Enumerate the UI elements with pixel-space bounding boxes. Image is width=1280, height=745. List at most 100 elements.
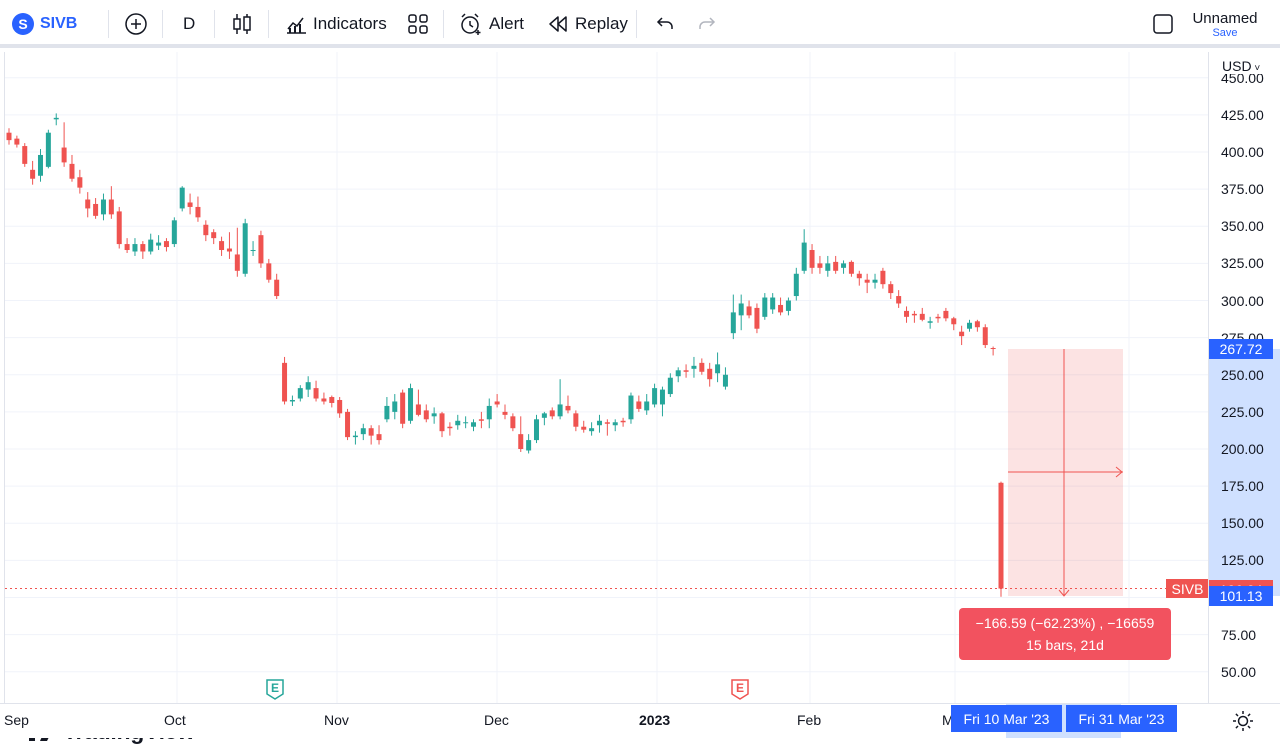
candle[interactable] bbox=[817, 255, 823, 274]
chart-type-button[interactable] bbox=[231, 0, 253, 48]
candle[interactable] bbox=[943, 307, 949, 322]
price-axis[interactable]: 450.00 425.00 400.00 375.00 350.00 325.00 300.… bbox=[1208, 52, 1280, 703]
candle[interactable] bbox=[313, 380, 319, 402]
candle[interactable] bbox=[100, 193, 106, 221]
candle[interactable] bbox=[148, 233, 154, 255]
candle[interactable] bbox=[297, 385, 303, 402]
indicators-button[interactable]: Indicators bbox=[285, 0, 387, 48]
candle[interactable] bbox=[478, 411, 484, 429]
candle[interactable] bbox=[620, 417, 626, 427]
candle[interactable] bbox=[864, 273, 870, 294]
candle[interactable] bbox=[699, 358, 705, 375]
candle[interactable] bbox=[951, 316, 957, 331]
chart-pane[interactable]: −166.59 (−62.23%) , −16659 15 bars, 21d … bbox=[4, 52, 1209, 744]
candle[interactable] bbox=[872, 273, 878, 289]
earnings-marker[interactable]: E bbox=[730, 678, 750, 700]
candle[interactable] bbox=[667, 373, 673, 398]
candle[interactable] bbox=[329, 395, 335, 408]
candle[interactable] bbox=[856, 270, 862, 286]
candle[interactable] bbox=[896, 290, 902, 308]
candle[interactable] bbox=[888, 281, 894, 300]
candle[interactable] bbox=[967, 319, 973, 332]
candle[interactable] bbox=[770, 293, 776, 314]
candle[interactable] bbox=[187, 193, 193, 215]
candle[interactable] bbox=[652, 383, 658, 408]
candle[interactable] bbox=[762, 293, 768, 320]
candle[interactable] bbox=[289, 395, 295, 406]
candle[interactable] bbox=[234, 227, 240, 277]
candle[interactable] bbox=[793, 267, 799, 301]
layouts-button[interactable] bbox=[407, 0, 429, 48]
candle[interactable] bbox=[93, 198, 99, 219]
candle[interactable] bbox=[179, 186, 185, 212]
candle[interactable] bbox=[163, 238, 169, 252]
candle[interactable] bbox=[825, 255, 831, 277]
undo-button[interactable] bbox=[655, 0, 675, 48]
replay-button[interactable]: Replay bbox=[547, 0, 628, 48]
candle[interactable] bbox=[30, 160, 36, 185]
candle[interactable] bbox=[785, 297, 791, 316]
candle[interactable] bbox=[848, 260, 854, 277]
candle[interactable] bbox=[211, 229, 217, 245]
candle[interactable] bbox=[423, 404, 429, 423]
candle[interactable] bbox=[77, 169, 83, 194]
candle[interactable] bbox=[581, 420, 587, 433]
candle[interactable] bbox=[494, 394, 500, 408]
candle[interactable] bbox=[589, 422, 595, 436]
candle[interactable] bbox=[526, 434, 532, 454]
candle[interactable] bbox=[691, 356, 697, 378]
interval-button[interactable]: D bbox=[183, 0, 195, 48]
candle[interactable] bbox=[471, 419, 477, 432]
candle[interactable] bbox=[226, 232, 232, 259]
candle[interactable] bbox=[203, 220, 209, 242]
candle[interactable] bbox=[132, 238, 138, 256]
candle[interactable] bbox=[612, 419, 618, 432]
candle[interactable] bbox=[683, 364, 689, 378]
candle[interactable] bbox=[116, 206, 122, 249]
candle[interactable] bbox=[124, 238, 130, 253]
compare-symbol-button[interactable] bbox=[124, 0, 148, 48]
candle[interactable] bbox=[368, 425, 374, 445]
candle[interactable] bbox=[502, 404, 508, 420]
candle[interactable] bbox=[352, 431, 358, 445]
candle[interactable] bbox=[345, 408, 351, 441]
candle[interactable] bbox=[541, 411, 547, 426]
candle[interactable] bbox=[85, 192, 91, 218]
candle[interactable] bbox=[801, 229, 807, 274]
candle[interactable] bbox=[935, 313, 941, 323]
candle[interactable] bbox=[518, 416, 524, 452]
candle[interactable] bbox=[37, 149, 43, 182]
candle[interactable] bbox=[549, 407, 555, 420]
candle[interactable] bbox=[258, 230, 264, 268]
candle[interactable] bbox=[636, 395, 642, 412]
candle[interactable] bbox=[919, 307, 925, 322]
candle[interactable] bbox=[408, 383, 414, 424]
candle[interactable] bbox=[431, 407, 437, 424]
redo-button[interactable] bbox=[697, 0, 717, 48]
candle[interactable] bbox=[707, 362, 713, 387]
candle[interactable] bbox=[974, 319, 980, 332]
candle[interactable] bbox=[911, 310, 917, 323]
candle[interactable] bbox=[171, 217, 177, 248]
candle[interactable] bbox=[69, 154, 75, 182]
candle[interactable] bbox=[841, 260, 847, 274]
candle[interactable] bbox=[959, 325, 965, 346]
candle[interactable] bbox=[384, 397, 390, 423]
candlestick-chart[interactable] bbox=[5, 52, 1209, 703]
candle[interactable] bbox=[604, 419, 610, 436]
candle[interactable] bbox=[715, 352, 721, 383]
candle[interactable] bbox=[644, 394, 650, 415]
candle[interactable] bbox=[990, 346, 996, 356]
candle[interactable] bbox=[746, 300, 752, 319]
candle[interactable] bbox=[596, 414, 602, 433]
symbol-search-button[interactable]: S SIVB bbox=[12, 0, 77, 48]
candle[interactable] bbox=[45, 129, 51, 169]
candle[interactable] bbox=[738, 294, 744, 331]
candle[interactable] bbox=[156, 235, 162, 251]
candle[interactable] bbox=[880, 267, 886, 289]
chart-settings-button[interactable] bbox=[1232, 710, 1254, 737]
time-axis[interactable]: Sep Oct Nov Dec 2023 Feb M Fri 10 Mar '2… bbox=[0, 703, 1280, 738]
candle[interactable] bbox=[6, 128, 12, 145]
candle[interactable] bbox=[904, 306, 910, 323]
alert-button[interactable]: Alert bbox=[459, 0, 524, 48]
